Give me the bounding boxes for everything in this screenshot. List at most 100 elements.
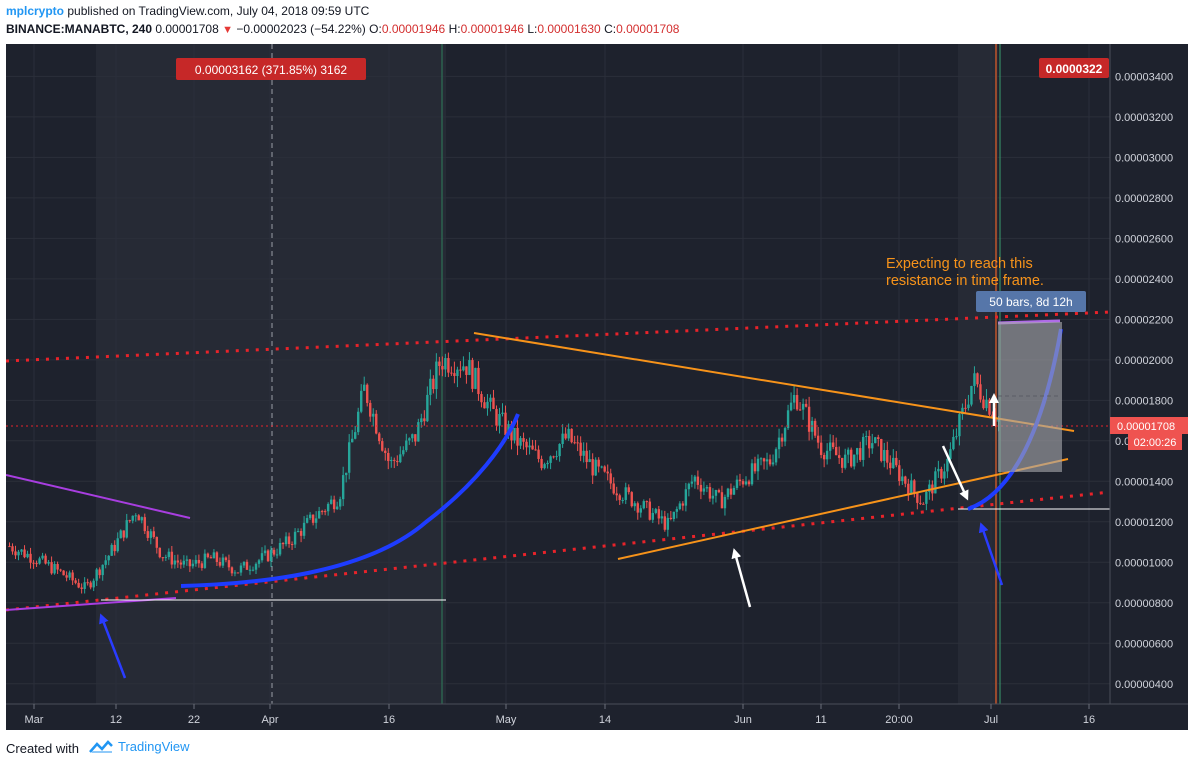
author-link[interactable]: mplcrypto [6,4,65,18]
x-tick-label: Jul [984,714,998,726]
candle-body [892,457,895,469]
candle-body [636,503,639,513]
candle-body [579,442,582,456]
candle-body [269,549,273,562]
low-label: L: [527,22,538,36]
candle-body [224,557,228,561]
candle-body [128,520,131,522]
candle-body [883,450,886,461]
chart-area[interactable]: 0.00003162 (371.85%) 3162 Expecting to r… [5,44,1188,730]
candle-body [399,454,402,463]
candle-body [182,560,186,565]
candle-body [134,515,137,517]
candle-body [206,553,210,558]
candle-body [384,450,387,453]
price-axis[interactable] [1110,44,1188,704]
y-tick-label: 0.00001400 [1115,476,1173,488]
low-value: 0.00001630 [537,22,601,36]
x-tick-label: 12 [110,714,122,726]
candle-body [236,572,240,574]
candle-body [928,484,931,492]
measure-label: 0.00003162 (371.85%) 3162 [195,63,347,77]
y-tick-label: 0.00002000 [1115,355,1173,367]
candle-body [501,412,504,414]
candle-body [116,538,119,552]
measure-badge [176,58,366,80]
candle-body [426,394,429,422]
candle-body [14,551,17,556]
candle-body [335,506,339,510]
white-arrow-june [731,548,752,608]
candle-body [621,499,624,501]
candle-body [53,564,56,574]
candle-body [573,442,576,444]
candle-body [813,420,817,436]
candle-body [492,397,495,409]
candle-body [531,445,534,450]
candle-body [341,475,345,500]
date-range-box[interactable] [998,322,1062,472]
time-axis[interactable] [6,704,1188,730]
candle-body [474,367,477,389]
candle-body [889,462,892,469]
candle-body [798,409,802,411]
candle-body [552,456,555,458]
candle-body [582,450,585,456]
candle-body [429,378,432,395]
candle-body [164,557,168,559]
candle-body [973,373,976,386]
candle-body [955,436,958,438]
candle-body [714,490,718,496]
tradingview-link[interactable]: TradingView [88,739,190,754]
candle-body [260,553,264,561]
countdown-badge [1128,434,1182,450]
candle-body [837,455,841,458]
candle-body [131,515,134,521]
candle-body [486,401,489,409]
candle-body [11,546,14,552]
candle-body [179,562,183,565]
candle-body [284,536,288,545]
candle-body [357,411,360,433]
candle-body [597,459,600,467]
candle-body [122,530,125,538]
candle-body [35,563,38,565]
candle-body [600,466,603,468]
candle-body [314,518,318,523]
candle-body [702,488,706,492]
candle-body [525,441,528,448]
candle-body [585,450,588,463]
candle-body [687,483,691,490]
note-line-2: resistance in time frame. [886,273,1044,289]
candle-body [453,373,456,377]
candle-body [952,436,955,450]
y-tick-label: 0.00000800 [1115,598,1173,610]
candle-body [856,448,859,455]
candle-body [41,555,44,559]
candle-body [363,384,366,391]
candle-body [332,499,336,510]
candle-body [107,555,110,561]
candle-body [23,549,26,558]
candle-body [420,418,423,423]
candle-body [95,569,98,581]
candle-body [504,412,507,436]
candle-body [868,436,871,449]
x-tick-label: Apr [261,714,278,726]
candle-body [684,489,688,506]
symbol-name[interactable]: BINANCE:MANABTC, 240 [6,22,153,36]
candle-body [441,365,444,370]
candle-body [916,492,919,503]
candlestick-chart[interactable]: 0.00003162 (371.85%) 3162 Expecting to r… [5,44,1188,730]
candle-body [173,560,177,565]
candle-body [411,434,414,439]
candle-body [447,358,450,373]
candle-body [777,437,781,450]
candle-body [895,457,898,466]
candle-body [17,551,20,556]
candle-body [564,433,567,439]
candle-body [471,360,474,389]
candle-body [949,449,952,459]
candle-body [567,428,570,439]
x-tick-label: 16 [1083,714,1095,726]
